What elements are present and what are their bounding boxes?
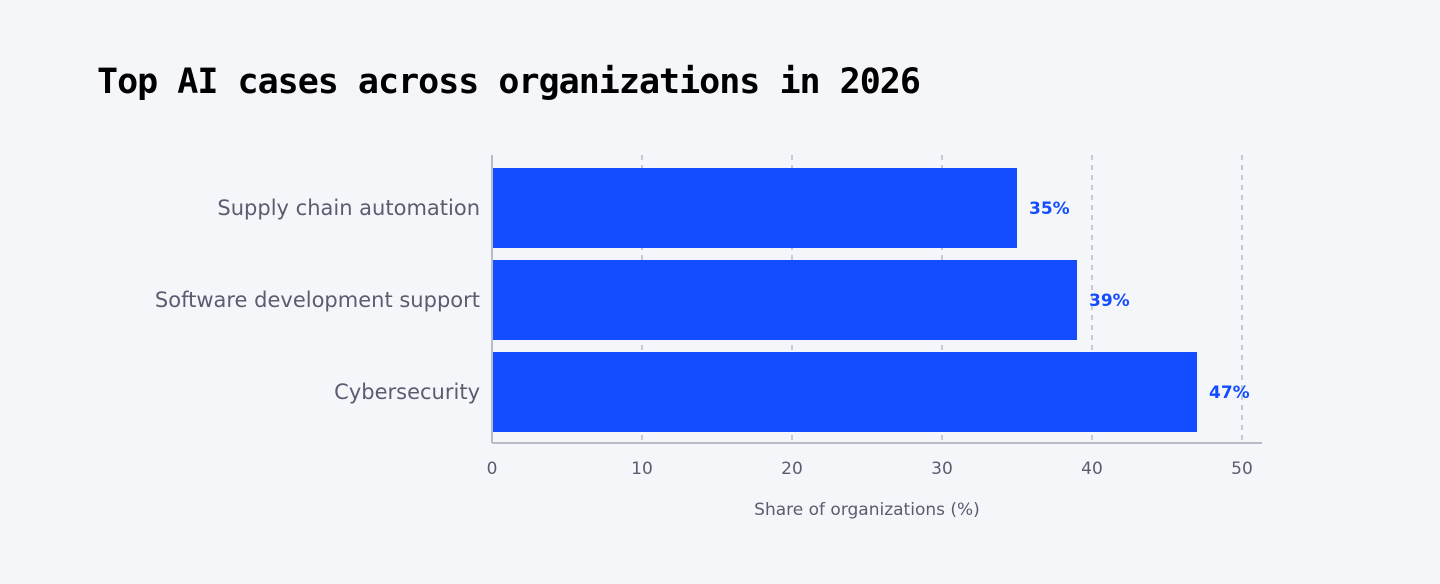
data-label: 39%	[1089, 291, 1130, 311]
x-tick-label: 30	[931, 459, 953, 479]
bar	[492, 168, 1017, 248]
x-tick-label: 50	[1231, 459, 1253, 479]
data-label: 35%	[1029, 199, 1070, 219]
category-label: Software development support	[155, 288, 480, 312]
x-axis-label: Share of organizations (%)	[754, 500, 980, 520]
bar	[492, 352, 1197, 432]
x-tick-label: 20	[781, 459, 803, 479]
bar	[492, 260, 1077, 340]
category-label: Supply chain automation	[217, 196, 480, 220]
chart-title: Top AI cases across organizations in 202…	[97, 62, 921, 102]
data-label: 47%	[1209, 383, 1250, 403]
category-label: Cybersecurity	[334, 380, 480, 404]
x-tick-label: 0	[487, 459, 498, 479]
x-tick-label: 10	[631, 459, 653, 479]
x-tick-label: 40	[1081, 459, 1103, 479]
